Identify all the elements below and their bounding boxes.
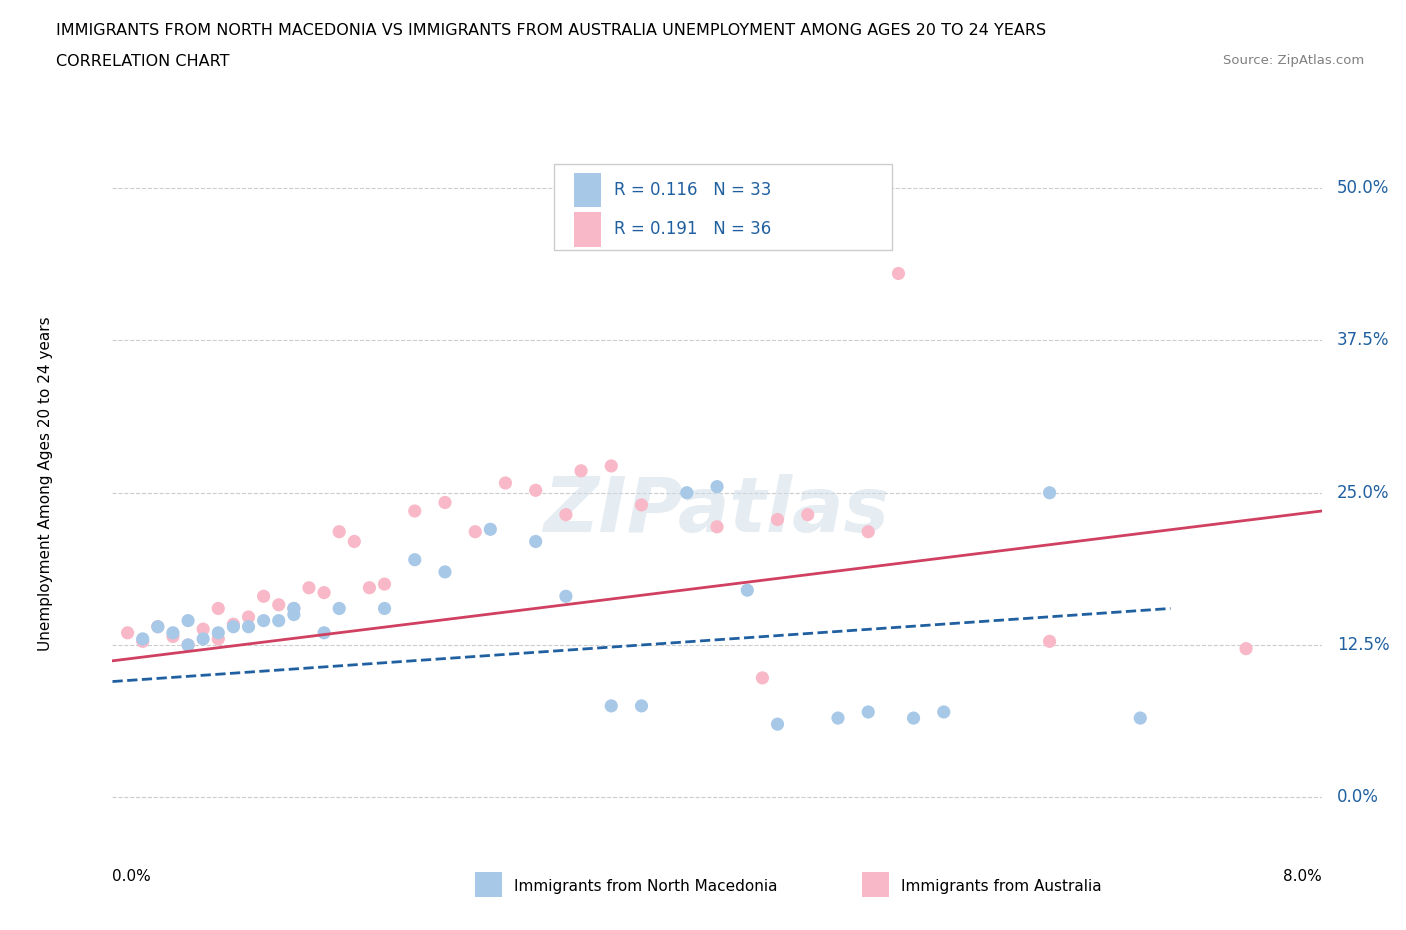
Text: R = 0.116   N = 33: R = 0.116 N = 33 xyxy=(614,181,772,199)
Point xyxy=(766,717,789,732)
Point xyxy=(856,525,880,539)
Point xyxy=(600,458,623,473)
Text: Immigrants from Australia: Immigrants from Australia xyxy=(901,879,1101,894)
Point xyxy=(433,565,456,579)
Point xyxy=(932,705,955,720)
Point xyxy=(630,698,652,713)
Text: 8.0%: 8.0% xyxy=(1282,869,1322,884)
Point xyxy=(903,711,925,725)
Point xyxy=(359,580,381,595)
Point xyxy=(569,463,592,478)
Point xyxy=(253,613,276,628)
Point xyxy=(283,607,305,622)
Point xyxy=(207,601,229,616)
Point xyxy=(887,266,910,281)
Point xyxy=(177,638,200,653)
Point xyxy=(146,619,169,634)
Point xyxy=(1038,634,1062,649)
Point xyxy=(373,577,396,591)
Point xyxy=(524,534,547,549)
Text: 37.5%: 37.5% xyxy=(1337,331,1389,350)
Point xyxy=(464,525,486,539)
Point xyxy=(191,631,215,646)
Point xyxy=(343,534,366,549)
Point xyxy=(207,631,229,646)
Point xyxy=(207,625,229,640)
Point xyxy=(737,583,759,598)
Text: Unemployment Among Ages 20 to 24 years: Unemployment Among Ages 20 to 24 years xyxy=(38,316,53,651)
FancyBboxPatch shape xyxy=(575,173,600,207)
Text: ZIPatlas: ZIPatlas xyxy=(544,474,890,548)
Point xyxy=(554,507,576,522)
Point xyxy=(706,519,728,534)
Point xyxy=(222,619,245,634)
Point xyxy=(554,589,576,604)
Point xyxy=(1038,485,1062,500)
Point xyxy=(312,585,335,600)
Point xyxy=(191,622,215,637)
Point xyxy=(283,601,305,616)
FancyBboxPatch shape xyxy=(575,212,600,246)
Point xyxy=(495,475,517,490)
Text: 0.0%: 0.0% xyxy=(1337,789,1379,806)
Point xyxy=(312,625,335,640)
Point xyxy=(796,507,818,522)
Point xyxy=(328,601,350,616)
Point xyxy=(706,479,728,494)
Point xyxy=(283,601,305,616)
Point xyxy=(1129,711,1152,725)
Text: Immigrants from North Macedonia: Immigrants from North Macedonia xyxy=(515,879,778,894)
Point xyxy=(856,705,880,720)
Point xyxy=(827,711,849,725)
Point xyxy=(132,634,155,649)
FancyBboxPatch shape xyxy=(862,872,889,897)
Point xyxy=(404,503,426,518)
Point xyxy=(404,552,426,567)
Point xyxy=(600,698,623,713)
Point xyxy=(267,597,290,612)
Point xyxy=(766,512,789,527)
Text: Source: ZipAtlas.com: Source: ZipAtlas.com xyxy=(1223,54,1364,67)
Point xyxy=(1234,641,1257,656)
FancyBboxPatch shape xyxy=(475,872,502,897)
Text: 12.5%: 12.5% xyxy=(1337,636,1389,654)
Point xyxy=(177,613,200,628)
Point xyxy=(117,625,139,640)
Point xyxy=(373,601,396,616)
Point xyxy=(177,638,200,653)
Text: IMMIGRANTS FROM NORTH MACEDONIA VS IMMIGRANTS FROM AUSTRALIA UNEMPLOYMENT AMONG : IMMIGRANTS FROM NORTH MACEDONIA VS IMMIG… xyxy=(56,23,1046,38)
Point xyxy=(675,485,697,500)
Point xyxy=(132,631,155,646)
Point xyxy=(751,671,773,685)
Point xyxy=(524,483,547,498)
Point xyxy=(222,617,245,631)
Text: CORRELATION CHART: CORRELATION CHART xyxy=(56,54,229,69)
Point xyxy=(146,619,169,634)
Text: 25.0%: 25.0% xyxy=(1337,484,1389,502)
Point xyxy=(479,522,502,537)
Point xyxy=(630,498,652,512)
Point xyxy=(433,495,456,510)
Point xyxy=(253,589,276,604)
Text: 50.0%: 50.0% xyxy=(1337,179,1389,197)
Text: 0.0%: 0.0% xyxy=(112,869,152,884)
Point xyxy=(267,613,290,628)
Point xyxy=(238,619,260,634)
Point xyxy=(162,625,184,640)
Point xyxy=(162,629,184,644)
Text: R = 0.191   N = 36: R = 0.191 N = 36 xyxy=(614,220,772,238)
Point xyxy=(238,609,260,624)
Point xyxy=(328,525,350,539)
FancyBboxPatch shape xyxy=(554,164,893,249)
Point xyxy=(298,580,321,595)
